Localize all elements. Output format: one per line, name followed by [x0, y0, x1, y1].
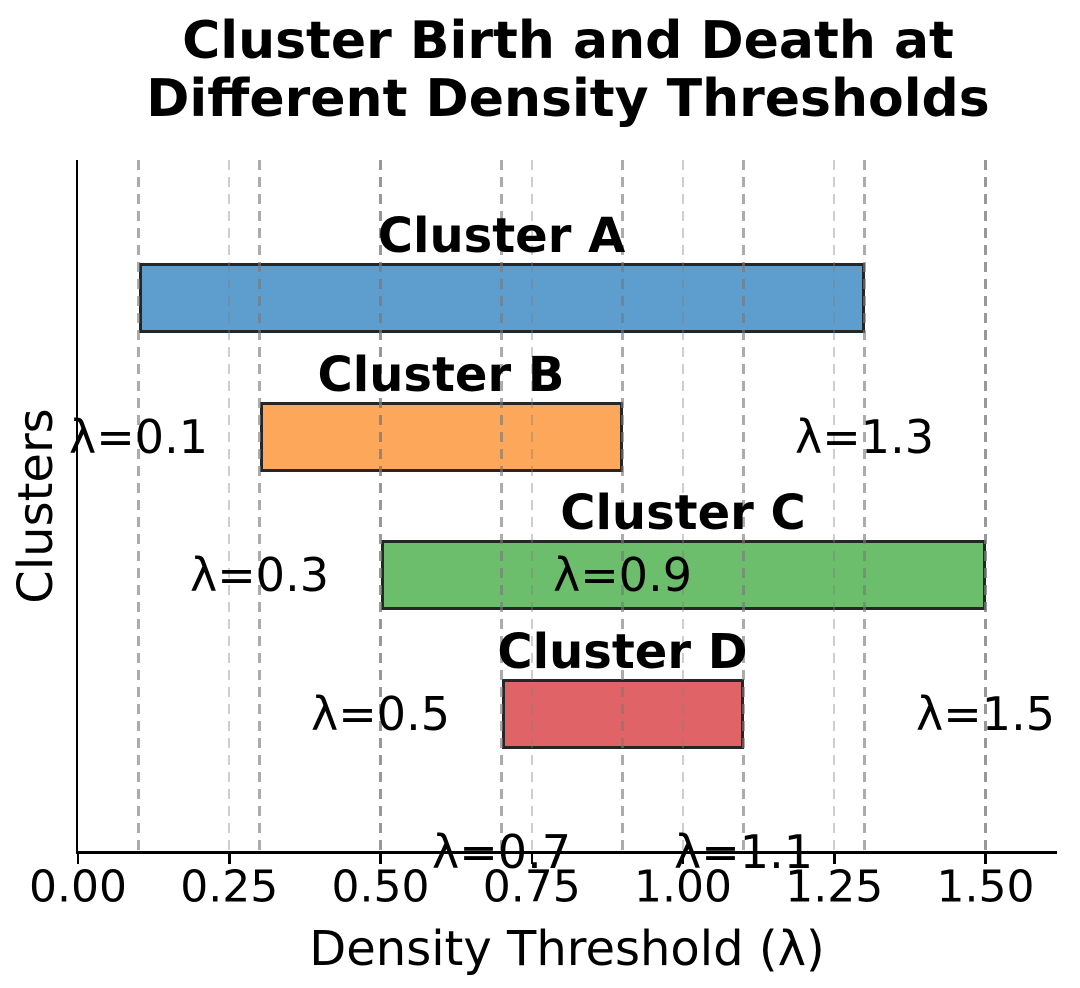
x-tick-0.25 — [228, 853, 231, 864]
label-cluster-a: Cluster A — [377, 208, 626, 264]
bar-cluster-b — [259, 401, 623, 472]
x-tick-label-0.75: 0.75 — [482, 861, 581, 913]
bar-cluster-c — [380, 540, 986, 610]
gridline-tick-0.75 — [530, 160, 533, 852]
gridline-tick-0.25 — [228, 160, 231, 852]
x-tick-1.50 — [984, 853, 987, 864]
x-tick-label-1.00: 1.00 — [634, 861, 732, 913]
x-axis-label: Density Threshold (λ) — [309, 921, 825, 977]
gridline-event-lambda-1.3 — [863, 160, 866, 852]
gridline-event-lambda-0.5 — [379, 160, 382, 852]
gridline-tick-1.25 — [833, 160, 836, 852]
gridline-event-lambda-1.1 — [742, 160, 745, 852]
x-axis-line — [75, 851, 1057, 854]
gridline-event-lambda-0.1 — [137, 160, 140, 852]
x-tick-label-1.50: 1.50 — [936, 861, 1035, 913]
x-tick-label-0.50: 0.50 — [331, 861, 430, 913]
chart-title-line1: Cluster Birth and Death at — [182, 11, 954, 71]
birth-label-cluster-c: λ=0.5 — [311, 686, 450, 741]
birth-label-cluster-b: λ=0.3 — [190, 548, 329, 602]
x-tick-label-0.25: 0.25 — [180, 861, 279, 913]
gridline-event-lambda-0.7 — [500, 160, 503, 852]
gridline-event-lambda-0.9 — [621, 160, 624, 852]
birth-label-cluster-a: λ=0.1 — [69, 409, 208, 464]
x-tick-1.00 — [681, 853, 685, 864]
death-label-cluster-b: λ=0.9 — [553, 548, 692, 602]
x-tick-0.75 — [530, 853, 534, 864]
chart-title-line2: Different Density Thresholds — [146, 69, 990, 129]
chart-title: Cluster Birth and Death at Different Den… — [78, 12, 1058, 128]
x-tick-label-0.00: 0.00 — [29, 861, 127, 913]
y-axis-spine — [75, 160, 78, 854]
gridline-tick-1.00 — [681, 160, 685, 852]
label-cluster-d: Cluster D — [497, 623, 748, 680]
death-label-cluster-d: λ=1.1 — [674, 825, 813, 879]
gridline-event-lambda-1.5 — [984, 160, 987, 852]
x-tick-0.00 — [76, 853, 80, 864]
x-tick-1.25 — [833, 853, 836, 864]
death-label-cluster-a: λ=1.3 — [795, 409, 934, 464]
label-cluster-b: Cluster B — [317, 346, 565, 403]
birth-label-cluster-d: λ=0.7 — [432, 825, 571, 879]
label-cluster-c: Cluster C — [560, 485, 806, 541]
gridline-event-lambda-0.3 — [258, 160, 261, 852]
x-tick-0.50 — [379, 853, 382, 864]
death-label-cluster-c: λ=1.5 — [916, 686, 1055, 741]
x-tick-label-1.25: 1.25 — [785, 861, 884, 913]
